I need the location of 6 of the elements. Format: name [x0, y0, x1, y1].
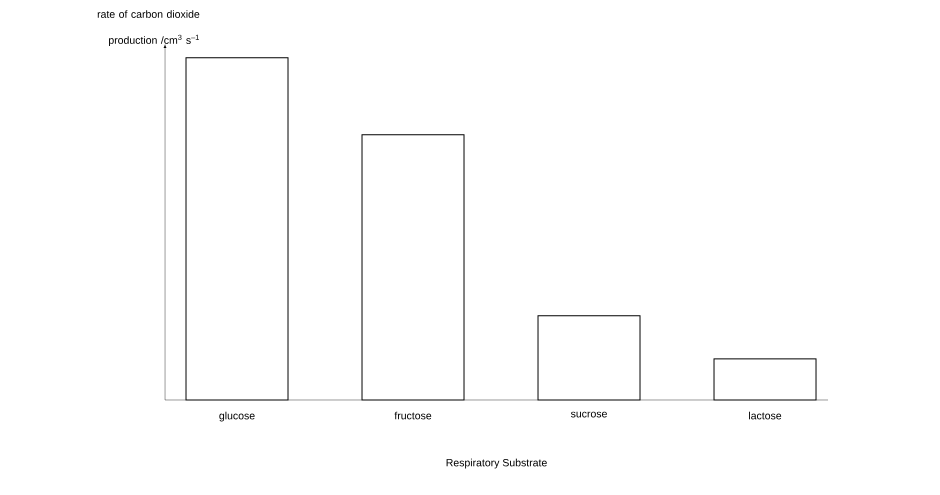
x-axis-title: Respiratory Substrate — [446, 458, 547, 468]
x-tick-label: fructose — [394, 412, 432, 420]
x-tick-label: lactose — [749, 412, 782, 420]
text: rate of carbon dioxide production /cm$^{3}$ s$^{–1}$ — [98, 10, 200, 46]
x-tick-label: sucrose — [570, 412, 607, 418]
x-tick-label: glucose — [219, 412, 255, 422]
